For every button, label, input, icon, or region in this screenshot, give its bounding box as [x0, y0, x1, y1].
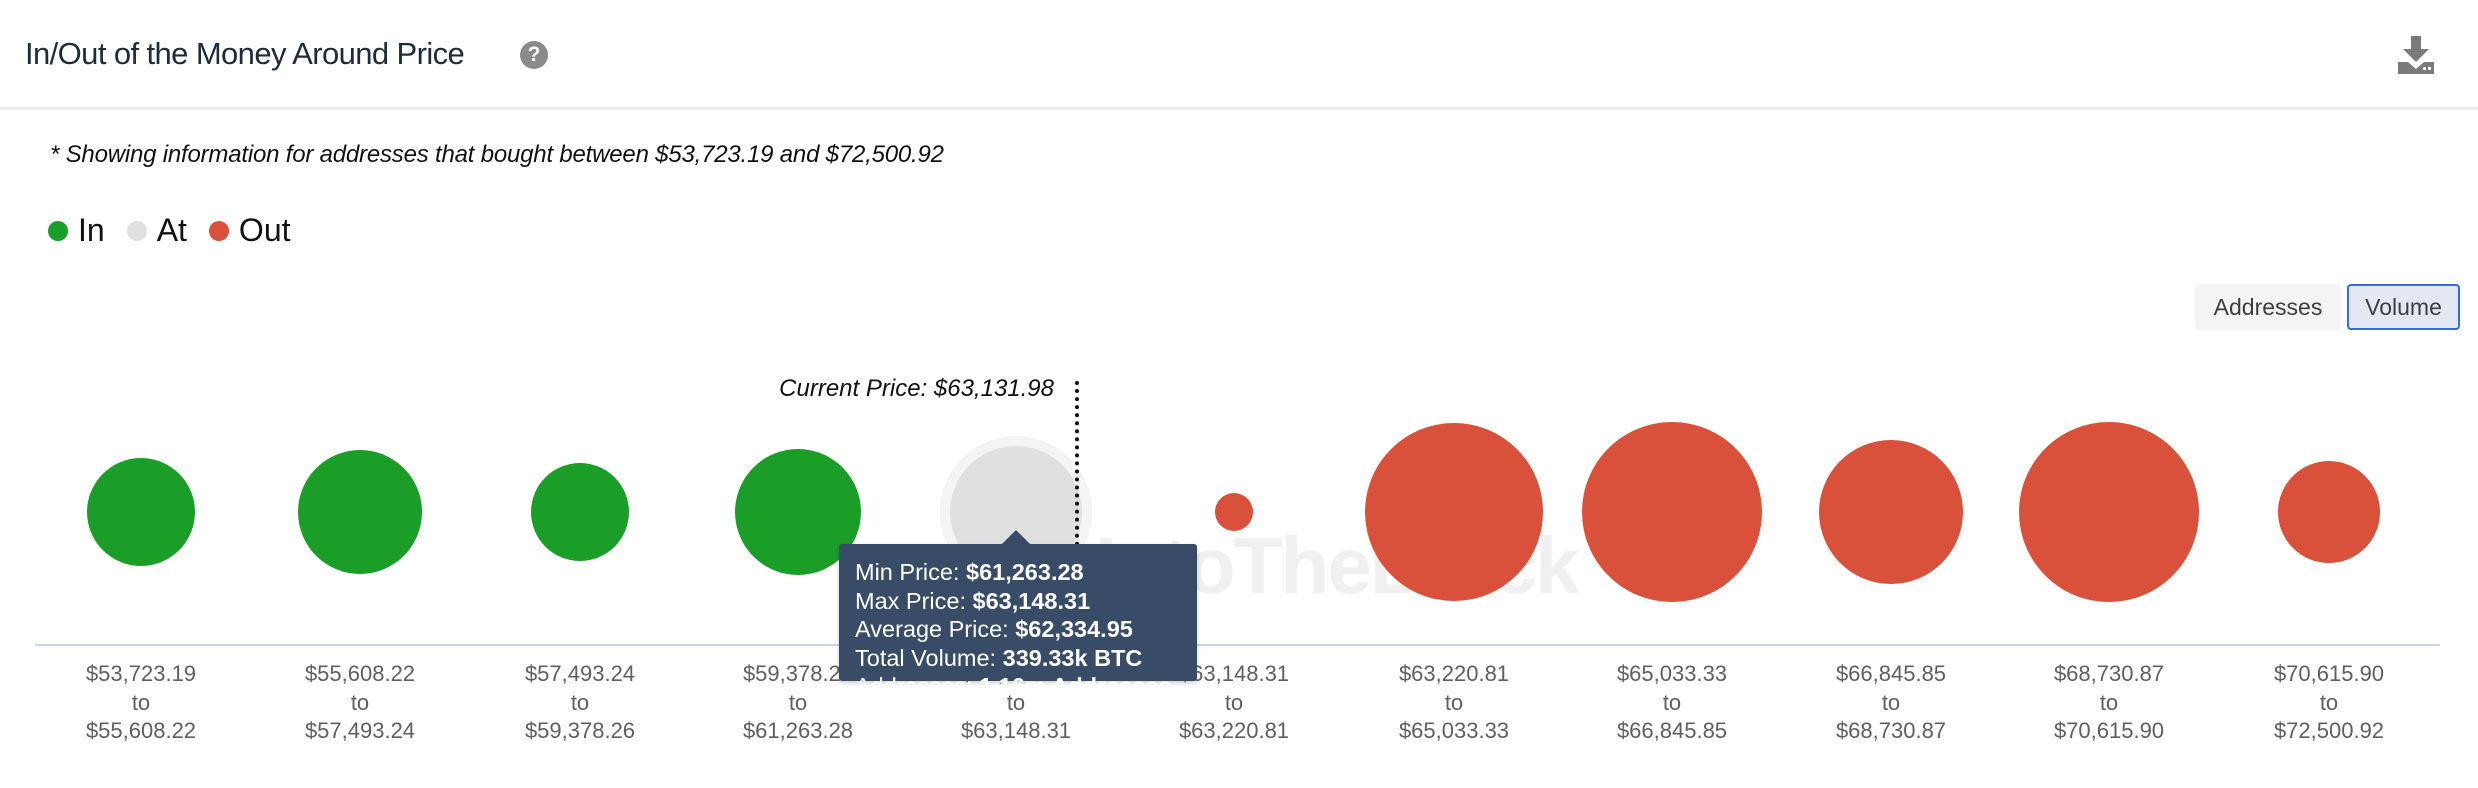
page-title: In/Out of the Money Around Price	[25, 36, 465, 71]
x-label-to: $70,615.90	[2053, 718, 2165, 743]
x-axis-label: $55,608.22 to $57,493.24	[260, 660, 460, 746]
legend-item-out[interactable]: Out	[208, 212, 291, 249]
x-label-from: $63,148.31	[1178, 661, 1290, 686]
x-label-to-word: to	[2319, 689, 2339, 715]
x-label-to-word: to	[788, 689, 808, 715]
x-label-to-word: to	[131, 689, 151, 715]
legend-label-out: Out	[238, 212, 291, 248]
tooltip-max-price: Max Price: $63,148.31	[855, 587, 1091, 614]
x-label-from: $65,033.33	[1616, 661, 1728, 686]
x-label-to: $63,220.81	[1178, 718, 1290, 743]
x-axis-label: $63,148.31 to $63,220.81	[1134, 660, 1334, 746]
x-label-to-word: to	[570, 689, 590, 715]
current-price-label: Current Price: $63,131.98	[779, 375, 1054, 402]
x-label-to: $72,500.92	[2273, 718, 2385, 743]
x-label-to: $63,148.31	[960, 718, 1072, 743]
x-label-from: $53,723.19	[85, 661, 197, 686]
bubble-out-1[interactable]	[1215, 493, 1253, 531]
x-label-from: $70,615.90	[2273, 661, 2385, 686]
x-label-to: $68,730.87	[1835, 718, 1947, 743]
x-axis-label: $66,845.85 to $68,730.87	[1791, 660, 1991, 746]
bubble-tooltip: Min Price: $61,263.28 Max Price: $63,148…	[839, 544, 1197, 699]
legend-item-at[interactable]: At	[126, 212, 187, 249]
legend-label-at: At	[156, 212, 187, 248]
tooltip-min-price: Min Price: $61,263.28	[855, 559, 1084, 585]
legend-dot-out-icon	[208, 220, 229, 241]
x-label-from: $55,608.22	[304, 661, 416, 686]
x-label-from: $68,730.87	[2053, 661, 2165, 686]
bubble-out-2[interactable]	[1365, 423, 1543, 601]
x-label-to-word: to	[1444, 689, 1464, 715]
legend-dot-at-icon	[126, 220, 147, 241]
tooltip-average-price: Average Price: $62,334.95	[855, 616, 1133, 642]
x-label-from: $63,220.81	[1398, 661, 1510, 686]
tooltip-arrow-icon	[1001, 530, 1031, 545]
x-label-to-word: to	[1006, 689, 1026, 715]
bubble-in-2[interactable]	[298, 450, 422, 574]
x-label-from: $59,378.26	[742, 661, 854, 686]
addresses-toggle-button[interactable]: Addresses	[2195, 284, 2341, 330]
x-axis-label: $59,378.26 to $61,263.28	[698, 660, 898, 746]
legend-dot-in-icon	[48, 220, 68, 241]
x-axis-label: $57,493.24 to $59,378.26	[480, 660, 680, 746]
bubble-out-5[interactable]	[2019, 422, 2199, 602]
x-label-to-word: to	[1662, 689, 1682, 715]
bubble-out-3[interactable]	[1582, 422, 1762, 602]
bubble-out-6[interactable]	[2278, 461, 2380, 563]
volume-toggle-button[interactable]: Volume	[2347, 284, 2460, 330]
x-label-to: $55,608.22	[85, 718, 197, 743]
x-axis-label: $70,615.90 to $72,500.92	[2229, 660, 2429, 746]
x-label-to: $57,493.24	[304, 718, 416, 743]
x-label-to: $61,263.28	[742, 718, 854, 743]
x-label-to: $65,033.33	[1398, 718, 1510, 743]
x-axis-label: $63,220.81 to $65,033.33	[1354, 660, 1554, 746]
x-label-to-word: to	[1881, 689, 1901, 715]
range-note: * Showing information for addresses that…	[50, 141, 944, 168]
tooltip-total-volume: Total Volume: 339.33k BTC	[855, 644, 1143, 671]
x-axis-label: $65,033.33 to $66,845.85	[1572, 660, 1772, 746]
card-header: In/Out of the Money Around Price ?	[0, 0, 2478, 110]
x-axis-line	[35, 644, 2440, 646]
legend-label-in: In	[78, 212, 105, 248]
tooltip-addresses: Addresses: 1.16m Addresses	[855, 673, 1172, 699]
x-label-to: $59,378.26	[524, 718, 636, 743]
x-axis-label: $68,730.87 to $70,615.90	[2009, 660, 2209, 746]
bubble-in-3[interactable]	[531, 463, 629, 561]
legend-item-in[interactable]: In	[48, 212, 105, 249]
bubble-in-1[interactable]	[87, 458, 195, 566]
x-label-to-word: to	[2099, 689, 2119, 715]
current-price-line	[1075, 381, 1079, 546]
legend: In At Out	[48, 212, 313, 249]
x-label-from: $66,845.85	[1835, 661, 1947, 686]
help-icon[interactable]: ?	[520, 41, 548, 69]
x-axis-label: $53,723.19 to $55,608.22	[41, 660, 241, 746]
x-label-to-word: to	[350, 689, 370, 715]
download-icon[interactable]	[2398, 36, 2434, 74]
x-label-to: $66,845.85	[1616, 718, 1728, 743]
bubble-out-4[interactable]	[1819, 440, 1963, 584]
x-label-to-word: to	[1224, 689, 1244, 715]
x-label-from: $57,493.24	[524, 661, 636, 686]
